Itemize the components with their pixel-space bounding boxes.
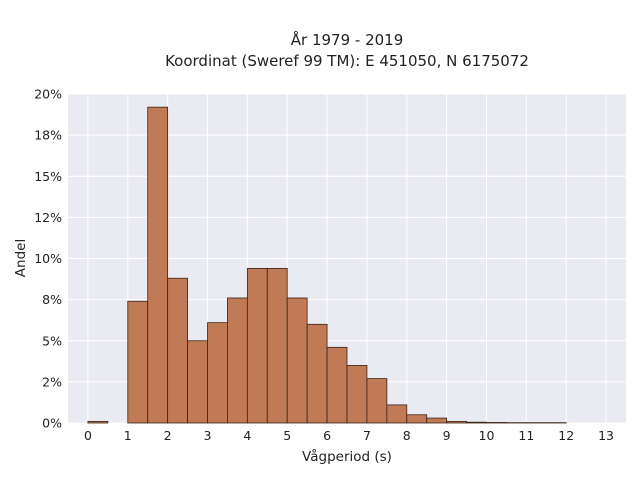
- histogram-bar: [267, 268, 287, 423]
- histogram-bar: [367, 379, 387, 423]
- x-tick-label: 6: [323, 428, 331, 443]
- histogram-bar: [287, 298, 307, 423]
- x-tick-label: 3: [204, 428, 212, 443]
- y-tick-label: 0%: [42, 416, 62, 431]
- y-tick-label: 2%: [42, 374, 62, 389]
- histogram-bar: [188, 341, 208, 423]
- y-tick-label: 5%: [42, 333, 62, 348]
- histogram-bar: [208, 323, 228, 423]
- histogram-bar: [327, 347, 347, 423]
- histogram-bar: [168, 278, 188, 423]
- histogram-bar: [128, 301, 148, 423]
- histogram-bar: [427, 418, 447, 423]
- y-tick-label: 12%: [34, 210, 62, 225]
- x-tick-label: 13: [598, 428, 614, 443]
- histogram-bar: [227, 298, 247, 423]
- chart-title-line-1: År 1979 - 2019: [291, 30, 404, 49]
- chart-title-line-2: Koordinat (Sweref 99 TM): E 451050, N 61…: [165, 52, 529, 70]
- y-tick-label: 8%: [42, 292, 62, 307]
- x-tick-label: 9: [443, 428, 451, 443]
- x-axis-label: Vågperiod (s): [302, 448, 392, 465]
- x-tick-label: 7: [363, 428, 371, 443]
- histogram-bar: [407, 415, 427, 423]
- histogram-bar: [447, 421, 467, 423]
- x-tick-label: 0: [84, 428, 92, 443]
- histogram-bar: [467, 422, 487, 423]
- y-axis-label: Andel: [13, 239, 29, 277]
- histogram-bar: [148, 107, 168, 423]
- y-tick-labels: 0% 2% 5% 8% 10% 12% 15% 18% 20%: [34, 87, 62, 431]
- histogram-bar: [307, 324, 327, 423]
- x-tick-label: 1: [124, 428, 132, 443]
- histogram-bar: [247, 268, 267, 423]
- histogram-bar: [387, 405, 407, 423]
- y-tick-label: 10%: [34, 251, 62, 266]
- x-tick-label: 2: [164, 428, 172, 443]
- x-tick-label: 5: [283, 428, 291, 443]
- x-tick-label: 8: [403, 428, 411, 443]
- y-tick-label: 18%: [34, 128, 62, 143]
- x-tick-label: 11: [518, 428, 534, 443]
- x-tick-label: 4: [243, 428, 251, 443]
- histogram-bar: [347, 365, 367, 423]
- histogram-bar: [88, 421, 108, 423]
- y-tick-label: 20%: [34, 87, 62, 102]
- x-tick-label: 10: [479, 428, 495, 443]
- x-tick-label: 12: [558, 428, 574, 443]
- y-tick-label: 15%: [34, 169, 62, 184]
